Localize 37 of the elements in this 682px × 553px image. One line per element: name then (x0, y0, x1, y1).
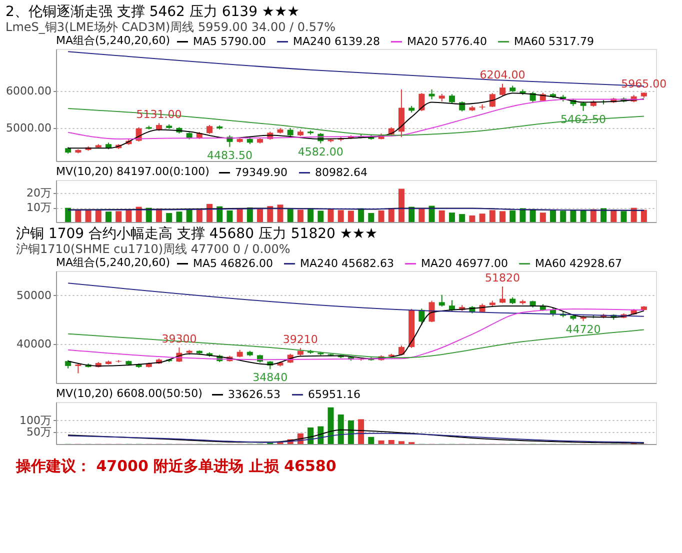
legend-label: 80982.64 (315, 166, 368, 179)
chart-subtitle: 沪铜1710(SHME cu1710)周线 47700 0 / 0.00% (16, 242, 290, 256)
annotation: 51820 (484, 271, 520, 284)
legend-label: 79349.90 (235, 166, 288, 179)
y-tick-label: 6000.00 (6, 84, 52, 98)
y-tick-label: 10万 (26, 201, 52, 214)
legend-label: MA60 5317.79 (514, 34, 594, 48)
y-tick-label: 50000 (16, 288, 52, 302)
y-tick-label: 50万 (26, 426, 52, 439)
chart-title: 沪铜 1709 合约小幅走高 支撑 45680 压力 51820 ★★★ (16, 226, 378, 242)
legend-label: 33626.53 (228, 388, 280, 401)
legend-title: MV(10,20) 84197.00(0:100) (56, 165, 210, 178)
legend-title: MA组合(5,240,20,60) (56, 34, 170, 47)
y-tick-label: 20万 (26, 186, 52, 200)
annotation: 4582.00 (298, 145, 344, 158)
legend-title: MV(10,20) 6608.00(50:50) (56, 387, 202, 400)
legend-label: MA20 5776.40 (407, 34, 487, 48)
chart-title: 2、伦铜逐渐走强 支撑 5462 压力 6139 ★★★ (6, 4, 300, 20)
y-tick-label: 100万 (20, 414, 52, 427)
annotation: 34840 (252, 371, 288, 384)
y-tick-label: 5000.00 (6, 121, 52, 134)
legend-label: MA240 45682.63 (300, 256, 394, 270)
legend-label: MA20 46977.00 (421, 256, 508, 270)
annotation: 39210 (282, 332, 318, 346)
annotation: 5965.00 (621, 78, 667, 91)
y-tick-label: 40000 (16, 338, 52, 351)
legend-label: MA60 42928.67 (535, 256, 622, 270)
annotation: 4483.50 (206, 148, 252, 162)
text: 操作建议： 47000 附近多单进场 止损 46580 (15, 457, 336, 475)
annotation: 6204.00 (480, 68, 526, 82)
legend-label: MA5 46826.00 (193, 256, 273, 270)
legend-label: MA240 6139.28 (293, 34, 380, 48)
legend-title: MA组合(5,240,20,60) (56, 256, 170, 269)
legend-label: MA5 5790.00 (193, 34, 266, 48)
legend-label: 65951.16 (308, 388, 360, 401)
chart-subtitle: LmeS_铜3(LME场外 CAD3M)周线 5959.00 34.00 / 0.57% (6, 20, 336, 34)
annotation: 44720 (566, 323, 601, 336)
